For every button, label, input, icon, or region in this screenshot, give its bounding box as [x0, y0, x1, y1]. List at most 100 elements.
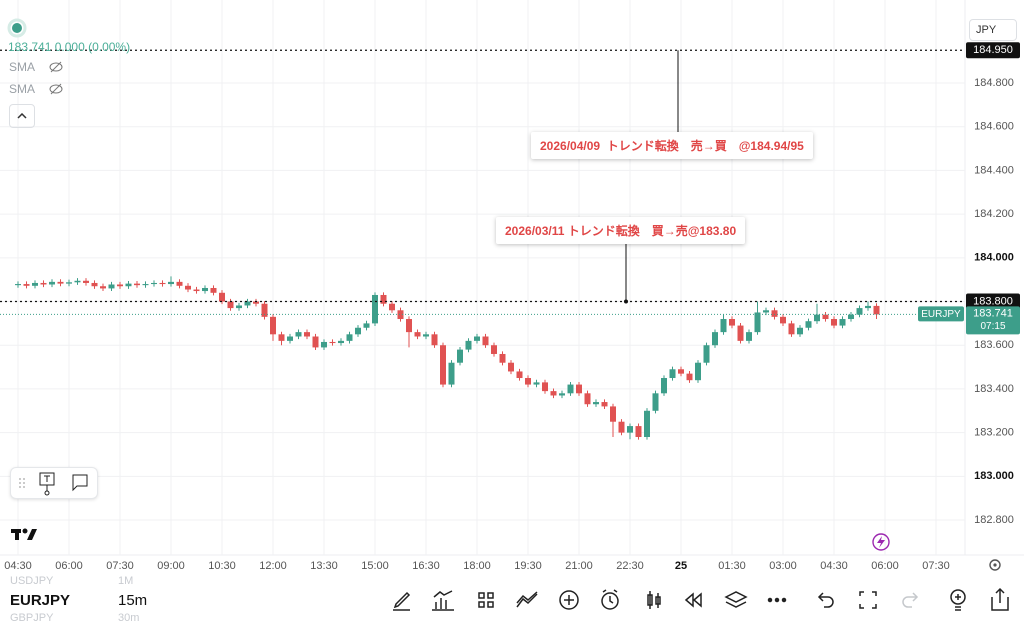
candle-body	[865, 305, 871, 309]
candle-body	[661, 378, 667, 394]
candle-body	[712, 332, 718, 346]
draw-button[interactable]	[393, 591, 411, 611]
candle-body	[644, 410, 650, 438]
candle-body	[763, 310, 769, 313]
candle-body	[567, 384, 574, 394]
interval-option[interactable]: 30m	[118, 612, 140, 624]
candle-body	[780, 316, 786, 324]
candle-body	[822, 314, 829, 320]
candle-body	[584, 393, 591, 405]
candle-body	[414, 332, 421, 337]
drag-handle[interactable]	[19, 478, 25, 488]
candle-body	[601, 402, 608, 407]
candle-body	[278, 334, 285, 341]
chevron-up	[17, 113, 27, 119]
replay-button[interactable]	[684, 592, 702, 608]
candle-body	[559, 393, 565, 396]
text-tool[interactable]	[39, 472, 55, 496]
candle-body	[499, 353, 506, 363]
candle-body	[406, 319, 412, 333]
tv-logo	[11, 528, 37, 540]
undo-button[interactable]	[817, 592, 834, 608]
candle-body	[236, 305, 242, 309]
layers-button[interactable]	[724, 591, 748, 608]
candle-body	[295, 332, 302, 337]
candle-body	[695, 362, 701, 381]
share-button[interactable]	[991, 587, 1009, 611]
candle-body	[321, 341, 327, 348]
x-tick-label: 07:30	[922, 560, 950, 572]
candle-body	[134, 283, 140, 286]
candle-body	[32, 282, 38, 286]
comment-tool[interactable]	[72, 474, 88, 492]
candle-body	[805, 321, 812, 328]
interval-selector[interactable]: 15m	[118, 592, 148, 609]
x-tick-label: 09:00	[157, 560, 185, 572]
lightning-button[interactable]	[872, 533, 890, 551]
candle-body	[304, 332, 310, 337]
y-tick-label: 184.800	[974, 77, 1014, 89]
currency-button[interactable]: JPY	[969, 19, 1017, 41]
x-tick-label: 15:00	[361, 560, 389, 572]
candle-body	[848, 314, 854, 320]
candle-body	[686, 373, 693, 381]
candle-body	[253, 301, 259, 304]
y-tick-label: 183.000	[974, 470, 1014, 482]
more-button[interactable]	[767, 597, 787, 603]
settings-button[interactable]	[989, 559, 1001, 571]
hide-icon[interactable]	[49, 83, 63, 95]
indicators-button[interactable]	[432, 590, 454, 611]
axes: 182.800 183.000 183.200 183.400 183.600 183.8…	[4, 42, 1020, 572]
hide-icon[interactable]	[49, 61, 63, 73]
compare-button[interactable]	[516, 591, 538, 608]
price-tag	[966, 42, 1020, 59]
collapse-button[interactable]	[9, 104, 35, 128]
x-tick-label: 19:30	[514, 560, 542, 572]
candle-body	[372, 294, 378, 324]
interval-option[interactable]: 1M	[118, 575, 134, 587]
fullscreen-button[interactable]	[859, 591, 877, 609]
x-tick-label: 18:00	[463, 560, 491, 572]
price-tag-label: 184.950	[973, 44, 1013, 56]
x-tick-label: 04:30	[4, 560, 32, 572]
price-tag	[966, 293, 1020, 310]
chart-type-button[interactable]	[647, 591, 661, 609]
x-tick-label: 03:00	[769, 560, 797, 572]
candle-body	[397, 310, 404, 320]
alert-button[interactable]	[601, 589, 619, 610]
x-tick-label: 12:00	[259, 560, 287, 572]
indicator-row[interactable]: SMA	[9, 82, 63, 96]
add-button[interactable]	[559, 590, 579, 610]
candle-body	[389, 303, 395, 311]
candle-body	[550, 391, 557, 396]
candle-body	[431, 334, 438, 346]
annotation[interactable]: 2026/03/11 トレンド転換 買→売@183.80	[496, 217, 746, 244]
annotation[interactable]: 2026/04/09 トレンド転換 売→買 @184.94/95	[531, 132, 813, 159]
candle-body	[618, 421, 625, 433]
candle-body	[576, 384, 582, 394]
candle-body	[312, 336, 319, 348]
ideas-button[interactable]	[950, 589, 966, 611]
candle-body	[168, 281, 174, 285]
candle-body	[465, 340, 472, 350]
last-price-tag	[966, 306, 1020, 335]
y-tick-label: 184.200	[974, 208, 1014, 220]
symbol-selector[interactable]: EURJPY	[10, 592, 71, 609]
candle-body	[270, 316, 276, 335]
candle-body	[610, 406, 616, 422]
y-tick-label: 183.400	[974, 383, 1014, 395]
y-tick-label: 183.600	[974, 339, 1014, 351]
symbol-option[interactable]: GBPJPY	[10, 612, 54, 624]
candle-body	[108, 284, 115, 289]
redo-button[interactable]	[902, 592, 919, 608]
candle-body	[856, 308, 863, 315]
indicator-row[interactable]: SMA	[9, 60, 63, 74]
layout-button[interactable]	[478, 592, 494, 608]
candle-body	[49, 281, 55, 285]
symbol-tag	[918, 306, 964, 322]
candle-body	[261, 303, 268, 317]
candle-body	[754, 312, 761, 333]
symbol-option[interactable]: USDJPY	[10, 575, 54, 587]
candle-body	[57, 281, 64, 284]
